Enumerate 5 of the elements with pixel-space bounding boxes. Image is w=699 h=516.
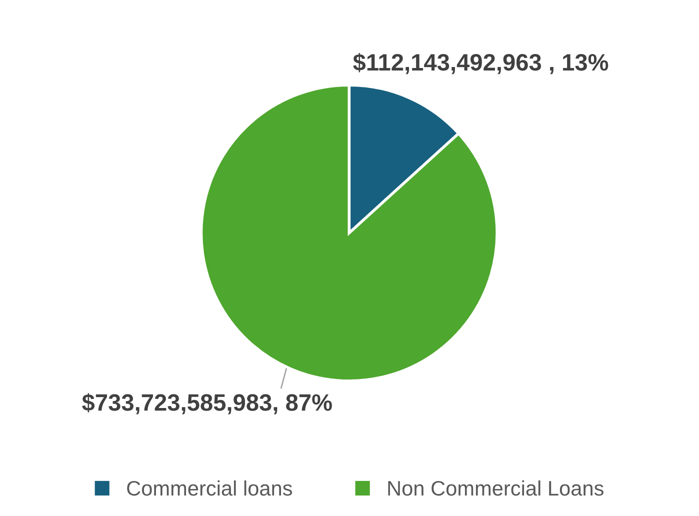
legend-label: Non Commercial Loans — [388, 480, 604, 496]
data-label: $112,143,492,963 , 13% — [353, 52, 608, 74]
pie-slice — [200, 84, 498, 382]
legend-label: Commercial loans — [127, 480, 292, 496]
data-label: $733,723,585,983, 87% — [82, 393, 332, 414]
